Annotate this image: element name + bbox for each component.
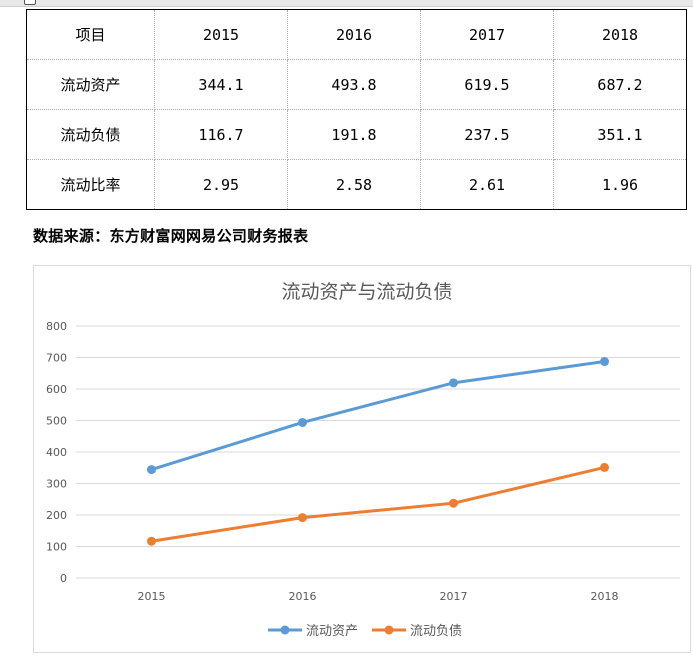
data-point[interactable] [449,498,458,508]
x-tick-label: 2016 [289,590,317,603]
table-header-cell: 项目 [26,9,155,60]
table-header-cell: 2017 [420,9,554,60]
y-tick-label: 700 [46,352,67,365]
y-axis: 0 100 200 300 400 500 600 700 800 [46,320,67,585]
table-cell: 344.1 [154,59,288,110]
y-tick-label: 400 [46,446,67,459]
window-top-strip [0,0,693,7]
legend-label: 流动负债 [410,624,462,639]
table-row-label: 流动负债 [26,109,155,160]
table-header-row: 项目 2015 2016 2017 2018 [26,9,687,60]
table-header-cell: 2018 [553,9,687,60]
line-chart[interactable]: 流动资产与流动负债 0 100 200 300 400 500 600 700 800 2015… [33,265,691,653]
chart-series [147,357,609,546]
legend-item-0[interactable]: 流动资产 [268,624,358,639]
table-header-cell: 2016 [287,9,421,60]
legend-item-1[interactable]: 流动负债 [372,624,462,639]
chart-gridlines [76,325,680,579]
table-cell: 493.8 [287,59,421,110]
series-line-0 [151,360,605,472]
table-cell: 619.5 [420,59,554,110]
legend-label: 流动资产 [306,624,358,639]
y-tick-label: 500 [46,415,67,428]
x-tick-label: 2018 [591,590,619,603]
data-table: 项目 2015 2016 2017 2018 流动资产 344.1 493.8 … [26,9,687,210]
chart-legend[interactable]: 流动资产 流动负债 [268,624,462,639]
y-tick-label: 300 [46,478,67,491]
x-axis: 2015 2016 2017 2018 [138,590,619,603]
table-row-label: 流动资产 [26,59,155,110]
data-point[interactable] [600,357,609,367]
y-tick-label: 0 [60,572,67,585]
table-header-cell: 2015 [154,9,288,60]
table-cell: 237.5 [420,109,554,160]
table-row: 流动比率 2.95 2.58 2.61 1.96 [26,159,687,210]
legend-swatch-marker [280,625,290,635]
y-tick-label: 200 [46,509,67,522]
data-point[interactable] [298,513,307,523]
table-row: 流动负债 116.7 191.8 237.5 351.1 [26,109,687,160]
table-cell: 351.1 [553,109,687,160]
y-tick-label: 100 [46,541,67,554]
legend-swatch-marker [384,625,394,635]
data-point[interactable] [147,536,156,546]
series-line-1 [151,465,605,543]
checkbox-icon[interactable] [24,0,36,5]
data-point[interactable] [147,465,156,475]
table-cell: 2.95 [154,159,288,210]
chart-title: 流动资产与流动负债 [281,281,452,303]
table-row-label: 流动比率 [26,159,155,210]
y-tick-label: 800 [46,320,67,333]
table-row: 流动资产 344.1 493.8 619.5 687.2 [26,59,687,110]
x-tick-label: 2017 [440,590,468,603]
table-cell: 116.7 [154,109,288,160]
data-point[interactable] [298,417,307,427]
table-cell: 191.8 [287,109,421,160]
data-point[interactable] [600,462,609,472]
table-cell: 2.61 [420,159,554,210]
y-tick-label: 600 [46,383,67,396]
chart-canvas: 流动资产与流动负债 0 100 200 300 400 500 600 700 800 2015… [46,281,680,639]
source-note: 数据来源：东方财富网网易公司财务报表 [33,227,309,245]
table-cell: 1.96 [553,159,687,210]
table-cell: 2.58 [287,159,421,210]
table-cell: 687.2 [553,59,687,110]
x-tick-label: 2015 [138,590,166,603]
data-point[interactable] [449,378,458,388]
